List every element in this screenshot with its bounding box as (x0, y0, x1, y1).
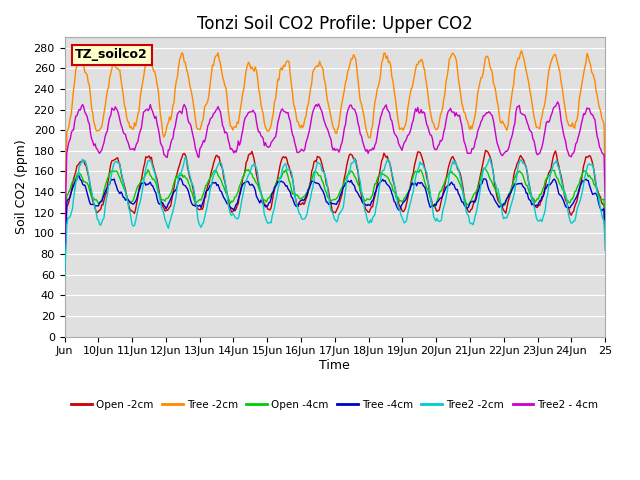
Y-axis label: Soil CO2 (ppm): Soil CO2 (ppm) (15, 140, 28, 234)
X-axis label: Time: Time (319, 359, 350, 372)
Text: TZ_soilco2: TZ_soilco2 (76, 48, 148, 61)
Legend: Open -2cm, Tree -2cm, Open -4cm, Tree -4cm, Tree2 -2cm, Tree2 - 4cm: Open -2cm, Tree -2cm, Open -4cm, Tree -4… (67, 396, 603, 414)
Title: Tonzi Soil CO2 Profile: Upper CO2: Tonzi Soil CO2 Profile: Upper CO2 (197, 15, 473, 33)
